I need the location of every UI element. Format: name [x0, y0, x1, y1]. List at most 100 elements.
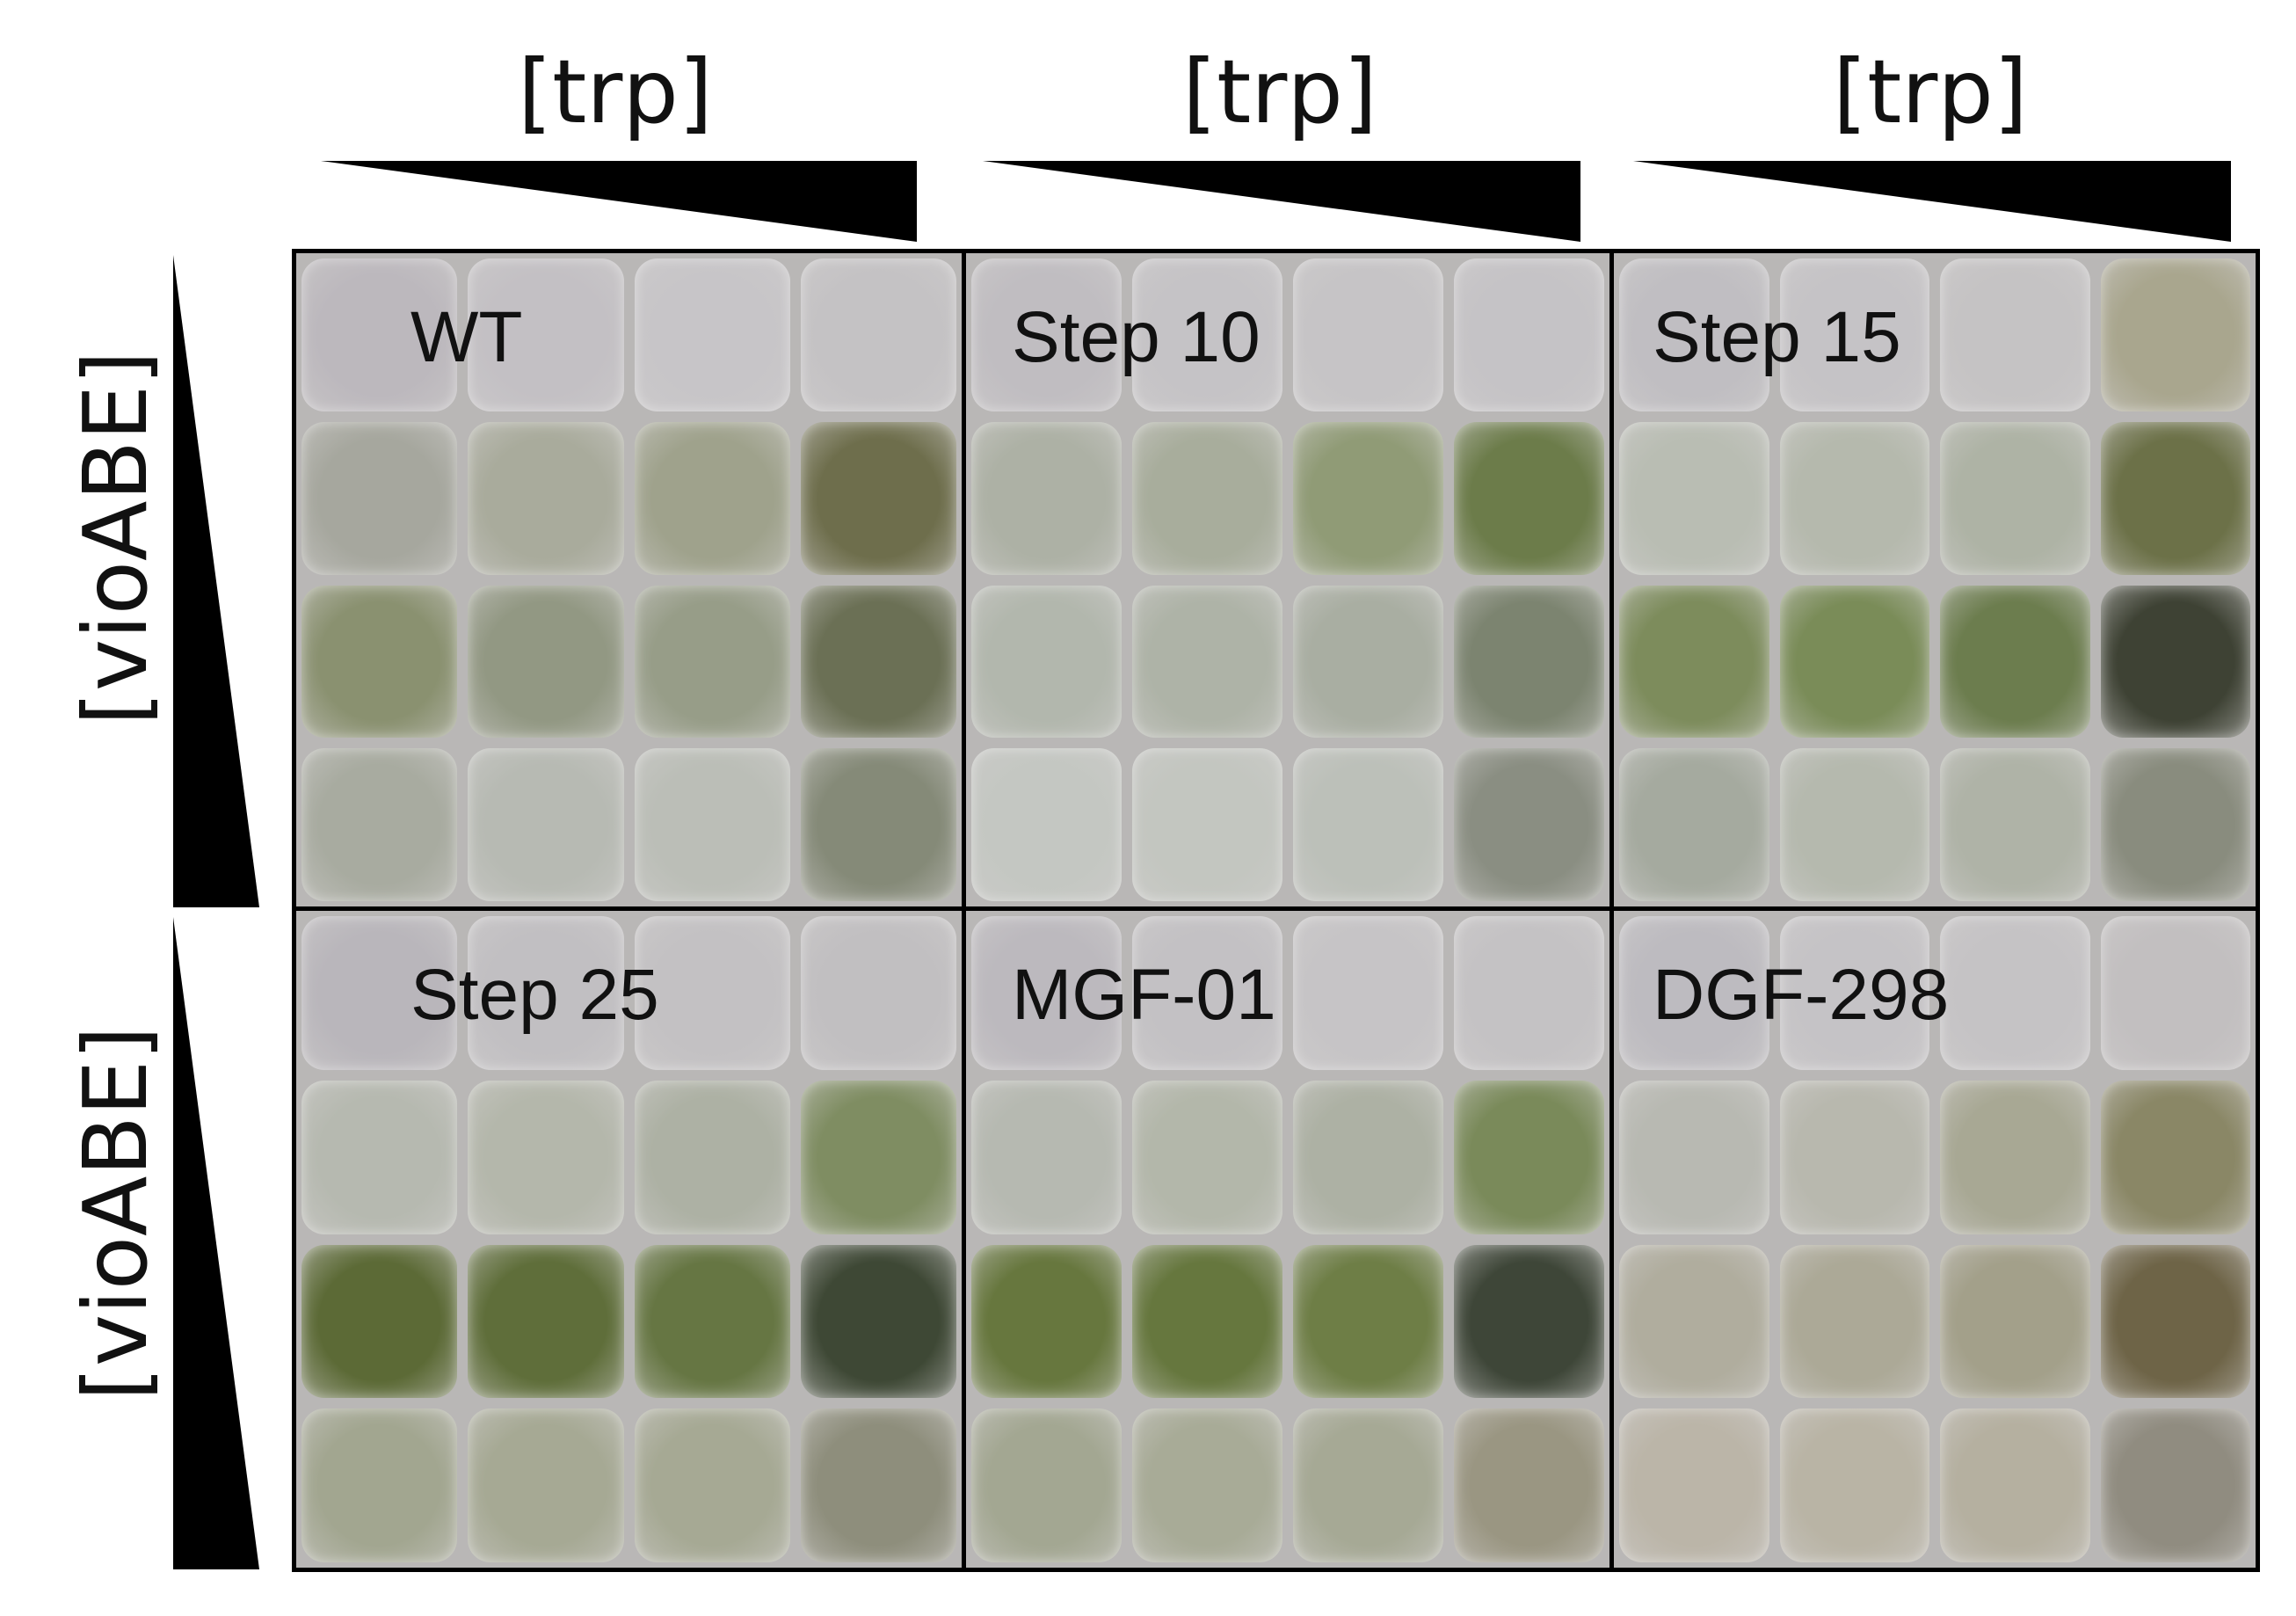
well [1940, 421, 2090, 575]
panel-label: Step 15 [1653, 297, 1901, 377]
well [2100, 1080, 2250, 1234]
well [1132, 421, 1282, 575]
well [1293, 1244, 1443, 1399]
panel-label: Step 10 [1012, 297, 1261, 377]
well [468, 1409, 624, 1562]
well [302, 1080, 458, 1234]
well [1132, 258, 1282, 411]
well [1293, 1080, 1443, 1234]
well [468, 748, 624, 901]
well [468, 916, 624, 1070]
panel-label: WT [411, 297, 523, 377]
trp-wedge-col1 [321, 161, 917, 242]
well [1940, 258, 2090, 411]
well [1940, 1244, 2090, 1399]
well [634, 1244, 790, 1399]
well [1454, 585, 1604, 739]
well [302, 1409, 458, 1562]
well [2100, 1244, 2250, 1399]
well [971, 421, 1122, 575]
plate-panel: MGF-01 [962, 906, 1614, 1572]
well [1454, 1244, 1604, 1399]
well [971, 1080, 1122, 1234]
well [1132, 1080, 1282, 1234]
plate-panel: Step 15 [1609, 249, 2260, 911]
well [468, 1080, 624, 1234]
well [1619, 421, 1769, 575]
well [634, 748, 790, 901]
well [971, 916, 1122, 1070]
well [1293, 916, 1443, 1070]
plate-panel: Step 25 [292, 906, 966, 1572]
well [2100, 1409, 2250, 1562]
well [1619, 916, 1769, 1070]
well [1779, 421, 1929, 575]
vioabe-wedge-row1 [173, 255, 259, 907]
well [1779, 585, 1929, 739]
well [302, 585, 458, 739]
well [1779, 748, 1929, 901]
well [2100, 258, 2250, 411]
panel-label: Step 25 [411, 955, 659, 1035]
well [468, 1244, 624, 1399]
well [634, 585, 790, 739]
well [302, 421, 458, 575]
trp-label-col3: [trp] [1833, 40, 2028, 143]
well [1293, 748, 1443, 901]
well [302, 258, 458, 411]
well [1293, 421, 1443, 575]
well [1619, 1080, 1769, 1234]
trp-label-col2: [trp] [1182, 40, 1377, 143]
well [302, 916, 458, 1070]
panel-label: DGF-298 [1653, 955, 1950, 1035]
well [1619, 748, 1769, 901]
well [302, 1244, 458, 1399]
well [800, 1409, 956, 1562]
well [468, 585, 624, 739]
well [971, 1244, 1122, 1399]
well [1779, 258, 1929, 411]
well [1293, 258, 1443, 411]
well [2100, 585, 2250, 739]
plate-panel: WT [292, 249, 966, 911]
well [971, 748, 1122, 901]
well [1779, 1080, 1929, 1234]
well [1454, 421, 1604, 575]
well [634, 1409, 790, 1562]
well [1454, 916, 1604, 1070]
well [634, 421, 790, 575]
well [1940, 1080, 2090, 1234]
well [1940, 916, 2090, 1070]
well [1779, 916, 1929, 1070]
plate-panel: Step 10 [962, 249, 1614, 911]
well [800, 1244, 956, 1399]
well [1454, 258, 1604, 411]
well [1779, 1244, 1929, 1399]
well [800, 916, 956, 1070]
trp-wedge-col3 [1633, 161, 2231, 242]
well [800, 585, 956, 739]
well [1454, 1080, 1604, 1234]
well [1619, 1409, 1769, 1562]
trp-wedge-col2 [983, 161, 1580, 242]
well [2100, 916, 2250, 1070]
well [468, 421, 624, 575]
well [1132, 1409, 1282, 1562]
well [2100, 748, 2250, 901]
trp-label-col1: [trp] [518, 40, 713, 143]
well [1940, 1409, 2090, 1562]
well [971, 1409, 1122, 1562]
well [1293, 1409, 1443, 1562]
well [634, 258, 790, 411]
well [1619, 1244, 1769, 1399]
well [1293, 585, 1443, 739]
well [1132, 916, 1282, 1070]
well [1132, 585, 1282, 739]
well [1940, 585, 2090, 739]
well [302, 748, 458, 901]
well [1132, 1244, 1282, 1399]
well [800, 748, 956, 901]
vioabe-wedge-row2 [173, 917, 259, 1569]
